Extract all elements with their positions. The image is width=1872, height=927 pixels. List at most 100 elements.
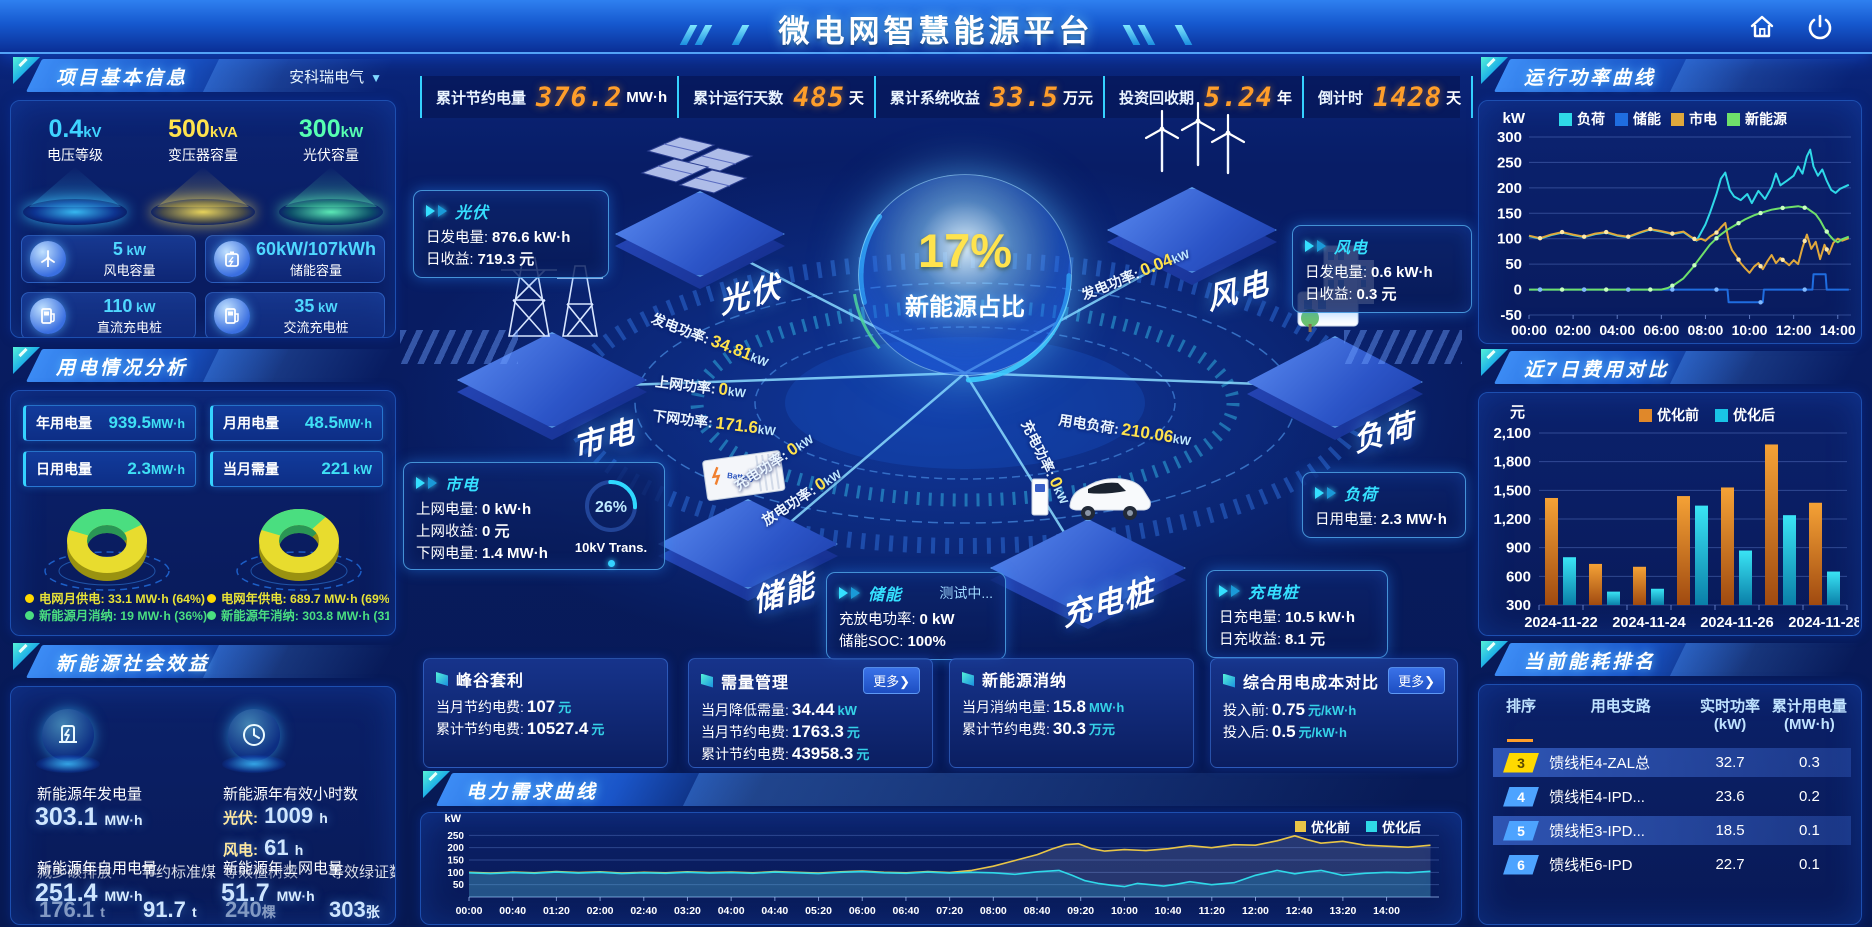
svg-text:06:00: 06:00 (849, 905, 876, 917)
panel-power-usage: 用电情况分析 年用电量 939.5MW·h 月用电量 48.5MW·h 日用电量 2.3M… (10, 347, 396, 636)
card-icon (1223, 673, 1235, 688)
card-row-label: 当月降低需量: (701, 702, 789, 718)
card-row-unit: 元 (856, 747, 870, 762)
solar-icon (640, 136, 754, 194)
svg-text:00:40: 00:40 (499, 905, 526, 917)
home-icon[interactable] (1748, 13, 1776, 41)
card-row-unit: MW·h (1088, 700, 1125, 715)
podium-light-cone (285, 167, 377, 207)
legend-item-优化前[interactable]: 优化前 (1294, 817, 1350, 836)
flow-value: 171.6 (714, 413, 760, 438)
svg-text:03:20: 03:20 (674, 905, 701, 917)
card-row-unit: 元/kW·h (1298, 725, 1347, 740)
svg-text:12:40: 12:40 (1286, 905, 1313, 917)
more-button[interactable]: 更多❯ (1388, 667, 1445, 694)
card-row-unit: 元/kW·h (1307, 703, 1357, 718)
tile-unit: kW (314, 300, 338, 315)
svg-text:14:00: 14:00 (1373, 905, 1400, 917)
legend-item-储能[interactable]: 储能 (1615, 109, 1661, 129)
social-value: 251.4 MW·h (35, 879, 143, 907)
usage-stat: 年用电量 939.5MW·h (23, 405, 196, 441)
svg-text:250: 250 (1497, 154, 1522, 171)
svg-text:2,100: 2,100 (1493, 425, 1531, 442)
legend-item-优化后[interactable]: 优化后 (1715, 405, 1775, 425)
legend-item-市电[interactable]: 市电 (1671, 109, 1717, 129)
hours-pedestal (219, 709, 289, 773)
clock-icon (228, 709, 280, 761)
svg-text:01:20: 01:20 (543, 905, 570, 917)
more-button[interactable]: 更多❯ (863, 667, 920, 694)
table-row[interactable]: 6 馈线柜6-IPD 22.7 0.1 (1493, 850, 1851, 879)
card-row: 当月消纳电量: 15.8 MW·h (962, 696, 1181, 718)
tile-label: 储能容量 (289, 263, 342, 278)
svg-text:300: 300 (1506, 597, 1531, 614)
legend-dot (25, 594, 34, 603)
panel-demand-curve: 电力需求曲线 优化前 优化后 50 100 150 200 250 kW 00:00 00:40… (420, 771, 1462, 925)
card-icon (436, 672, 448, 686)
legend-item-优化前[interactable]: 优化前 (1639, 405, 1699, 425)
node-platform-solar (615, 136, 785, 289)
legend-item-新能源[interactable]: 新能源 (1727, 109, 1787, 129)
table-row[interactable]: 5 馈线柜3-IPD... 18.5 0.1 (1493, 816, 1851, 845)
realtime-power: 22.7 (1715, 856, 1745, 873)
panel-title-project-info: 项目基本信息 (56, 68, 189, 89)
legend-item-优化后[interactable]: 优化后 (1365, 817, 1421, 836)
usage-stat-unit: MW·h (150, 463, 185, 477)
svg-text:50: 50 (1505, 256, 1522, 273)
svg-text:150: 150 (1497, 205, 1522, 222)
donut-legend-item: 电网年供电: 689.7 MW·h (69%) (207, 591, 389, 608)
pv-info-box: 光伏 日发电量: 876.6 kW·h 日收益: 719.3 元 (413, 190, 609, 278)
run-power-chart: -50 0 50 100 150 200 250 300 kW 00:00 02:00 04:00 06… (1497, 110, 1856, 338)
svg-text:05:20: 05:20 (805, 905, 832, 917)
table-row[interactable]: 4 馈线柜4-IPD... 23.6 0.2 (1493, 782, 1851, 811)
arrow-icon (1315, 487, 1324, 499)
wind-icon (1144, 101, 1246, 175)
capacity-tile: 60kW/107kWh 储能容量 (204, 235, 385, 283)
card-title-row: 新能源消纳 (962, 667, 1181, 691)
top-stat-value: 485 (793, 81, 845, 113)
load-info-box: 负荷 日用电量: 2.3 MW·h (1302, 472, 1466, 538)
arrow-icon (1305, 240, 1314, 252)
svg-text:10:00: 10:00 (1111, 905, 1138, 917)
panel-title-power-usage: 用电情况分析 (56, 358, 189, 379)
tile-value: 5 kW (112, 239, 147, 259)
svg-text:07:20: 07:20 (936, 905, 963, 917)
svg-text:250: 250 (447, 831, 464, 842)
panel-cost-compare: 近7日费用对比 优化前 优化后 300 600 900 1,200 1,500 1,800 2… (1478, 349, 1862, 636)
card-row-label: 当月节约电费: (701, 724, 789, 740)
charger-icon (1031, 478, 1151, 520)
svg-text:600: 600 (1506, 568, 1531, 585)
svg-text:2024-11-22: 2024-11-22 (1524, 615, 1597, 631)
usage-stat-value: 221 kW (321, 459, 372, 478)
card-row-value: 0.5 (1271, 722, 1296, 741)
legend-item-负荷[interactable]: 负荷 (1559, 109, 1605, 129)
card-row-label: 投入前: (1223, 702, 1269, 718)
ranking-table: 排序 用电支路 实时功率 (kW) 累计用电量 (MW·h) 3 馈线柜4-ZAL总 32.7 0… (1493, 695, 1851, 884)
flow-unit: kW (756, 422, 777, 439)
power-icon[interactable] (1806, 13, 1834, 41)
tile-unit: kW (122, 243, 147, 258)
panel-title-cost-compare: 近7日费用对比 (1524, 360, 1670, 381)
total-energy: 0.2 (1798, 788, 1820, 805)
tile-text: 35 kW 交流充电桩 (256, 296, 376, 336)
table-row[interactable]: 3 馈线柜4-ZAL总 32.7 0.3 (1493, 748, 1851, 777)
carousel-dot[interactable] (607, 560, 615, 567)
legend-swatch (1559, 112, 1572, 126)
transformer-load-pct: 26% (595, 499, 627, 516)
podium-ring (23, 199, 127, 225)
title-deco-left (679, 25, 750, 50)
usage-stat-label: 月用电量 (223, 415, 279, 431)
legend-swatch (1671, 112, 1684, 126)
svg-text:50: 50 (453, 880, 465, 891)
card-row-unit: kW (837, 703, 857, 718)
capacity-tile: 35 kW 交流充电桩 (204, 292, 385, 337)
branch-name: 馈线柜4-IPD... (1549, 789, 1645, 806)
company-dropdown[interactable]: 安科瑞电气 ▼ (289, 69, 382, 86)
svg-text:150: 150 (447, 856, 464, 867)
card-row: 当月节约电费: 107 元 (436, 696, 655, 718)
node-platform-load (1247, 245, 1423, 440)
svg-text:00:00: 00:00 (1511, 322, 1547, 338)
card-row-unit: 元 (558, 700, 572, 715)
realtime-power: 32.7 (1715, 754, 1745, 771)
social-value: 91.7 t (143, 897, 197, 922)
